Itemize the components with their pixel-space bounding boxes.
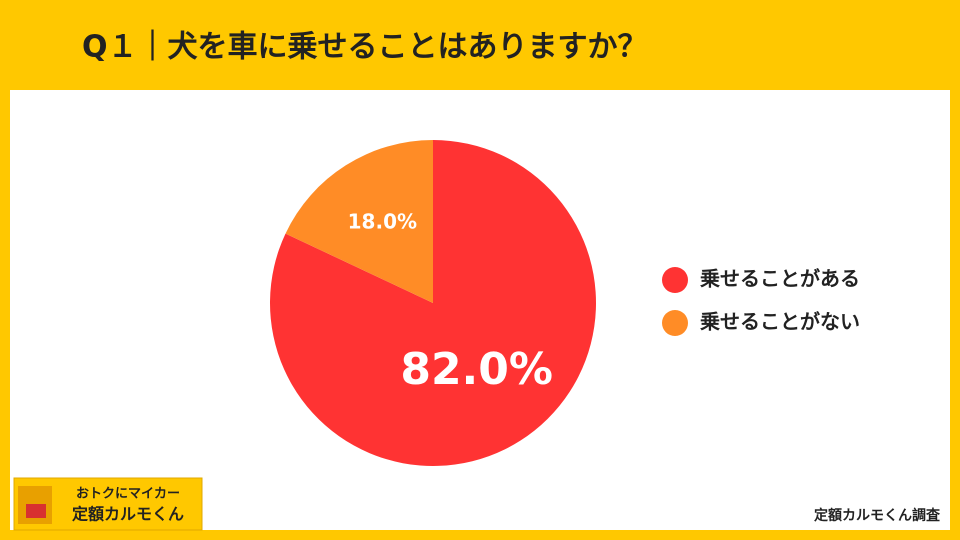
source: 定額カルモくん調査 bbox=[814, 507, 941, 524]
logo-text: おトクにマイカー bbox=[76, 487, 180, 502]
chart-title: Q１｜犬を車に乗せることはありますか？ bbox=[82, 30, 648, 65]
pie-slice bbox=[285, 140, 433, 303]
slice-label: 18.0% bbox=[348, 210, 417, 234]
logo: おトクにマイカー 定額カルモくん bbox=[13, 477, 203, 531]
logo-text: 定額カルモくん bbox=[71, 505, 184, 524]
legend-label: 乗せることがある bbox=[700, 267, 860, 291]
legend-marker bbox=[662, 310, 688, 336]
logo-car bbox=[26, 504, 46, 518]
slice-label: 82.0% bbox=[400, 344, 553, 395]
pie-slice bbox=[270, 140, 597, 467]
legend-label: 乗せることがない bbox=[700, 310, 860, 334]
legend-marker bbox=[662, 267, 688, 293]
